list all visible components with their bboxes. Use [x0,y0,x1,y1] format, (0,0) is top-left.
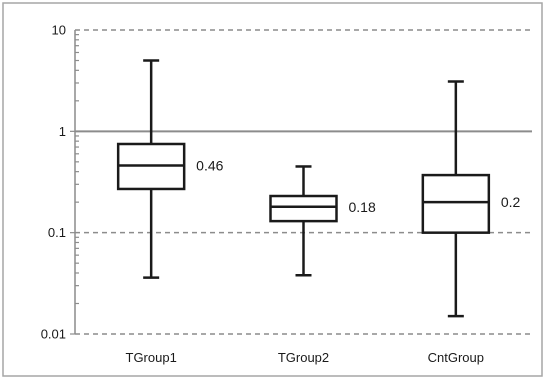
x-category-label: CntGroup [428,350,484,365]
data-label: 0.2 [501,194,521,210]
labels: 0.01 0.1 1 10 0.46 TGroup1 0.18 TGroup2 0.2 CntGr… [41,23,521,366]
y-tick-label: 10 [52,23,66,38]
box-iqr [269,194,338,223]
box-TGroup2 [269,165,338,277]
data-label: 0.46 [196,158,223,174]
y-tick-label: 0.01 [41,327,66,342]
box-TGroup1 [116,59,186,279]
boxes [116,59,491,318]
box-iqr [421,173,491,234]
y-axis [70,30,79,335]
box-CntGroup [421,80,491,318]
y-tick-label: 0.1 [48,225,66,240]
x-category-label: TGroup1 [126,350,177,365]
x-category-label: TGroup2 [278,350,329,365]
data-label: 0.18 [349,199,376,215]
y-tick-label: 1 [59,124,66,139]
